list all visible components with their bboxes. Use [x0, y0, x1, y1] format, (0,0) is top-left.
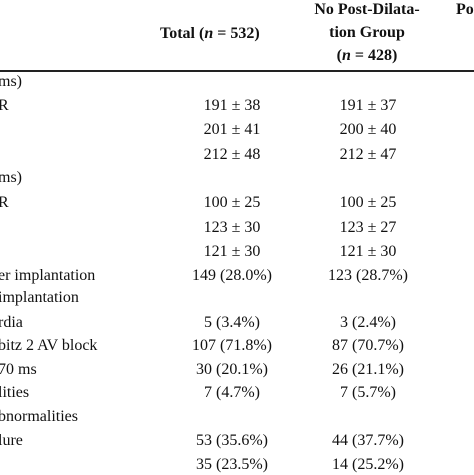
- header-group-n-line: (n = 428): [300, 46, 434, 66]
- row-group-value: 191 ± 37: [339, 97, 397, 114]
- row-label: ms): [0, 73, 22, 90]
- row-total-value: 5 (3.4%): [204, 314, 260, 331]
- row-group-value: 123 (28.7%): [328, 267, 408, 284]
- row-total-value: 35 (23.5%): [196, 456, 268, 473]
- row-total-value: 107 (71.8%): [192, 337, 272, 354]
- header-group: No Post-Dilata- tion Group (n = 428): [300, 0, 434, 66]
- row-group-value: 26 (21.1%): [332, 361, 404, 378]
- row-total-value: 7 (4.7%): [204, 384, 260, 401]
- row-total-value: 149 (28.0%): [192, 267, 272, 284]
- row-label: implantation: [0, 289, 79, 306]
- row-group-value: 87 (70.7%): [332, 337, 404, 354]
- row-label: lities: [0, 384, 30, 401]
- row-label: 70 ms: [0, 361, 37, 378]
- header-total-n: n: [204, 25, 214, 42]
- row-total-value: 201 ± 41: [203, 121, 261, 138]
- row-total-value: 53 (35.6%): [196, 432, 268, 449]
- row-group-value: 200 ± 40: [339, 121, 397, 138]
- row-total-value: 100 ± 25: [203, 194, 261, 211]
- row-label: R: [0, 97, 9, 114]
- row-group-value: 100 ± 25: [339, 194, 397, 211]
- header-group-n-open: (: [336, 47, 342, 64]
- row-total-value: 30 (20.1%): [196, 361, 268, 378]
- row-label: bnormalities: [0, 408, 78, 425]
- header-total: Total (n = 532): [160, 24, 260, 44]
- header-group-line1: No Post-Dilata-: [314, 1, 420, 18]
- header-total-value: = 532): [213, 25, 260, 42]
- row-group-value: 212 ± 47: [339, 146, 397, 163]
- header-rule: [0, 70, 474, 72]
- row-total-value: 212 ± 48: [203, 146, 261, 163]
- row-group-value: 121 ± 30: [339, 243, 397, 260]
- row-total-value: 123 ± 30: [203, 219, 261, 236]
- row-group-value: 3 (2.4%): [340, 314, 396, 331]
- row-label: R: [0, 194, 9, 211]
- header-group-line2: tion Group: [329, 24, 405, 41]
- header-total-label: Total (: [160, 25, 205, 42]
- row-group-value: 44 (37.7%): [332, 432, 404, 449]
- header-group-value: = 428): [350, 47, 398, 64]
- header-group-n: n: [341, 47, 351, 64]
- row-group-value: 7 (5.7%): [340, 384, 396, 401]
- row-label: lure: [0, 432, 23, 449]
- row-label: er implantation: [0, 267, 96, 284]
- header-cut-column: Po: [456, 1, 474, 18]
- row-group-value: 123 ± 27: [339, 219, 397, 236]
- row-total-value: 191 ± 38: [203, 97, 261, 114]
- row-group-value: 14 (25.2%): [332, 456, 404, 473]
- row-label: ms): [0, 169, 22, 186]
- row-label: bitz 2 AV block: [0, 337, 98, 354]
- row-label: rdia: [0, 314, 23, 331]
- row-total-value: 121 ± 30: [203, 243, 261, 260]
